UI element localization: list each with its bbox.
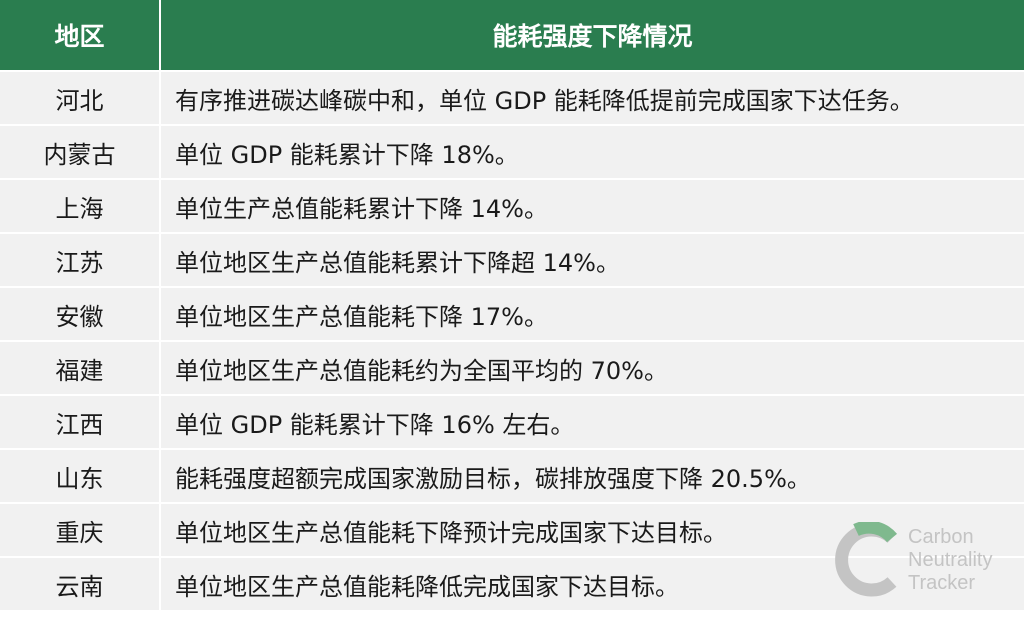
- region-cell: 内蒙古: [0, 124, 161, 179]
- carbon-neutrality-tracker-watermark: Carbon Neutrality Tracker: [834, 520, 1014, 604]
- description-cell: 单位地区生产总值能耗约为全国平均的 70%。: [160, 340, 1024, 395]
- watermark-line-neutrality: Neutrality: [908, 549, 993, 571]
- region-cell: 江苏: [0, 232, 161, 287]
- table-header: 地区 能耗强度下降情况: [0, 0, 1024, 71]
- region-cell: 重庆: [0, 502, 161, 557]
- region-cell: 云南: [0, 556, 161, 610]
- region-cell: 山东: [0, 448, 161, 503]
- carbon-neutrality-tracker-logo-icon: [835, 522, 898, 597]
- table-body: 河北 有序推进碳达峰碳中和，单位 GDP 能耗降低提前完成国家下达任务。 内蒙古…: [0, 70, 1024, 610]
- description-cell: 能耗强度超额完成国家激励目标，碳排放强度下降 20.5%。: [160, 448, 1024, 503]
- table-row: 江苏 单位地区生产总值能耗累计下降超 14%。: [0, 232, 1024, 287]
- energy-intensity-table: 地区 能耗强度下降情况 河北 有序推进碳达峰碳中和，单位 GDP 能耗降低提前完…: [0, 0, 1024, 610]
- table-row: 江西 单位 GDP 能耗累计下降 16% 左右。: [0, 394, 1024, 449]
- table-row: 重庆 单位地区生产总值能耗下降预计完成国家下达目标。: [0, 502, 1024, 557]
- header-row: 地区 能耗强度下降情况: [0, 0, 1024, 71]
- description-cell: 单位 GDP 能耗累计下降 18%。: [160, 124, 1024, 179]
- table-row: 福建 单位地区生产总值能耗约为全国平均的 70%。: [0, 340, 1024, 395]
- watermark-line-tracker: Tracker: [908, 572, 976, 594]
- watermark-line-carbon: Carbon: [908, 526, 974, 548]
- header-intensity-decline: 能耗强度下降情况: [160, 0, 1024, 71]
- description-cell: 单位 GDP 能耗累计下降 16% 左右。: [160, 394, 1024, 449]
- watermark-text: Carbon Neutrality Tracker: [908, 526, 992, 595]
- region-cell: 福建: [0, 340, 161, 395]
- description-cell: 单位地区生产总值能耗下降 17%。: [160, 286, 1024, 341]
- table-row: 安徽 单位地区生产总值能耗下降 17%。: [0, 286, 1024, 341]
- description-cell: 单位地区生产总值能耗累计下降超 14%。: [160, 232, 1024, 287]
- description-cell: 单位生产总值能耗累计下降 14%。: [160, 178, 1024, 233]
- region-cell: 安徽: [0, 286, 161, 341]
- table-row: 山东 能耗强度超额完成国家激励目标，碳排放强度下降 20.5%。: [0, 448, 1024, 503]
- region-cell: 上海: [0, 178, 161, 233]
- header-region: 地区: [0, 0, 161, 71]
- table-row: 内蒙古 单位 GDP 能耗累计下降 18%。: [0, 124, 1024, 179]
- table-row: 上海 单位生产总值能耗累计下降 14%。: [0, 178, 1024, 233]
- description-cell: 有序推进碳达峰碳中和，单位 GDP 能耗降低提前完成国家下达任务。: [160, 70, 1024, 125]
- region-cell: 河北: [0, 70, 161, 125]
- energy-intensity-table-container: 地区 能耗强度下降情况 河北 有序推进碳达峰碳中和，单位 GDP 能耗降低提前完…: [0, 0, 1024, 610]
- description-cell: 单位地区生产总值能耗下降预计完成国家下达目标。: [160, 502, 1024, 557]
- region-cell: 江西: [0, 394, 161, 449]
- table-row: 河北 有序推进碳达峰碳中和，单位 GDP 能耗降低提前完成国家下达任务。: [0, 70, 1024, 125]
